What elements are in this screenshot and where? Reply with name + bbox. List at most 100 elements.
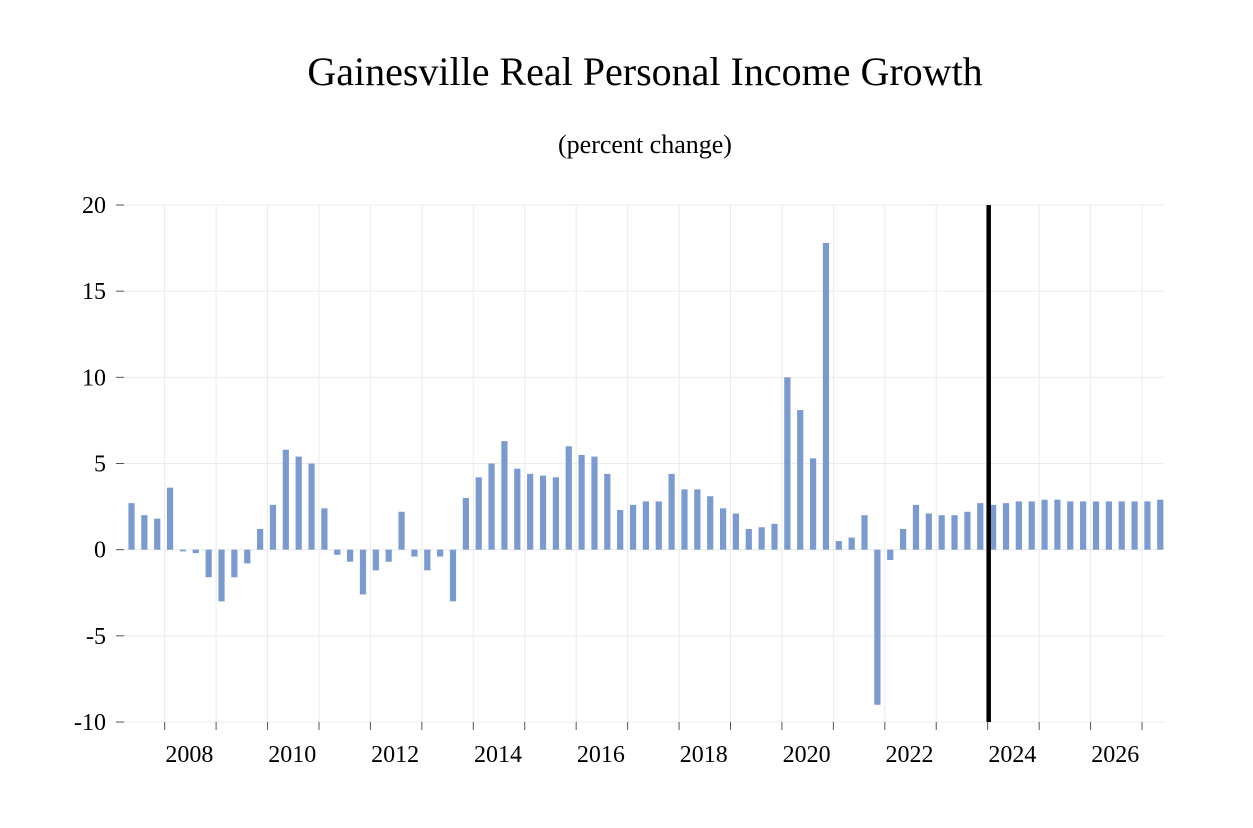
bar-2010Q3 xyxy=(295,456,302,550)
x-tick-label: 2012 xyxy=(371,742,419,768)
bar-2011Q1 xyxy=(321,508,328,550)
bar-2013Q2 xyxy=(437,549,444,557)
bar-2017Q2 xyxy=(642,501,649,550)
bar-series xyxy=(128,242,1164,705)
bar-2015Q2 xyxy=(539,475,547,550)
y-tick-label: 10 xyxy=(82,365,106,391)
bar-2018Q2 xyxy=(694,489,701,550)
bar-2022Q2 xyxy=(900,528,907,550)
tick-labels: 20 15 10 5 0 -5 -10 2008 2010 2012 2014 2016 2018 202… xyxy=(74,193,1139,768)
bar-2007Q2 xyxy=(128,503,135,550)
bar-2021Q3 xyxy=(861,515,868,550)
x-tick-label: 2020 xyxy=(783,742,831,768)
bar-2024Q3 xyxy=(1015,501,1022,550)
bar-2013Q3 xyxy=(449,549,457,602)
bar-2026Q3 xyxy=(1118,501,1125,550)
bar-2019Q2 xyxy=(745,528,752,550)
bar-2019Q4 xyxy=(771,523,778,550)
y-tick-label: 20 xyxy=(82,193,106,219)
bar-2026Q1 xyxy=(1092,501,1100,550)
bar-2017Q1 xyxy=(629,504,637,550)
bar-2018Q3 xyxy=(707,496,714,550)
bar-2016Q1 xyxy=(578,454,585,550)
y-tick-label: 15 xyxy=(82,279,106,305)
bar-2007Q3 xyxy=(141,515,148,550)
x-tick-label: 2022 xyxy=(886,742,934,768)
bar-2015Q4 xyxy=(565,446,572,550)
bar-2009Q3 xyxy=(244,549,251,564)
bar-2013Q1 xyxy=(424,549,431,571)
bar-2016Q2 xyxy=(591,456,598,550)
bar-2027Q2 xyxy=(1157,499,1164,550)
bar-2016Q4 xyxy=(617,510,624,550)
chart-subtitle: (percent change) xyxy=(558,130,732,159)
bar-2017Q4 xyxy=(668,473,675,550)
bar-2010Q2 xyxy=(282,449,289,550)
bar-2007Q4 xyxy=(154,518,161,550)
x-tick-label: 2014 xyxy=(474,742,522,768)
chart-title: Gainesville Real Personal Income Growth xyxy=(307,49,983,94)
bar-2022Q4 xyxy=(925,513,932,550)
bar-2020Q2 xyxy=(797,410,804,550)
bar-2025Q1 xyxy=(1041,499,1048,550)
bar-2012Q1 xyxy=(372,549,379,571)
y-tick-label: -10 xyxy=(74,710,106,736)
bar-2019Q3 xyxy=(758,527,765,550)
bar-2009Q1 xyxy=(218,549,225,602)
bar-2014Q2 xyxy=(488,463,495,550)
bar-2024Q4 xyxy=(1028,501,1035,550)
gridlines xyxy=(124,204,1164,723)
bar-2008Q4 xyxy=(205,549,212,578)
bar-2027Q1 xyxy=(1144,501,1151,550)
bar-2014Q3 xyxy=(501,441,508,550)
bar-2008Q1 xyxy=(166,487,174,550)
bar-2023Q3 xyxy=(964,511,971,550)
bar-2014Q1 xyxy=(475,477,482,550)
bar-2018Q4 xyxy=(719,508,727,550)
bar-2013Q4 xyxy=(462,497,469,550)
bar-2010Q1 xyxy=(269,504,277,550)
bar-2025Q4 xyxy=(1080,501,1087,550)
bar-2022Q3 xyxy=(912,504,920,550)
bar-2009Q4 xyxy=(257,528,264,550)
bar-2021Q4 xyxy=(874,549,881,705)
bar-2023Q1 xyxy=(938,515,945,550)
bar-2020Q3 xyxy=(809,458,817,550)
bar-2026Q4 xyxy=(1131,501,1138,550)
bar-2021Q1 xyxy=(835,541,842,550)
bar-2023Q4 xyxy=(977,503,984,550)
y-tick-label: -5 xyxy=(86,624,106,650)
bar-2011Q2 xyxy=(334,549,341,555)
bar-2020Q1 xyxy=(784,377,791,550)
bar-2008Q2 xyxy=(179,549,187,552)
x-tick-label: 2016 xyxy=(577,742,625,768)
bar-2024Q2 xyxy=(1002,503,1010,550)
bar-2008Q3 xyxy=(192,549,199,554)
bar-2012Q2 xyxy=(385,549,392,562)
bar-2019Q1 xyxy=(732,513,740,550)
x-tick-label: 2010 xyxy=(268,742,316,768)
bar-2023Q2 xyxy=(951,515,958,550)
axes xyxy=(116,204,1143,730)
bar-2026Q2 xyxy=(1105,501,1112,550)
bar-2017Q3 xyxy=(655,501,662,550)
bar-2020Q4 xyxy=(822,242,830,550)
bar-2018Q1 xyxy=(681,489,688,550)
bar-2009Q2 xyxy=(231,549,238,578)
bar-2025Q3 xyxy=(1067,501,1074,550)
bar-2011Q4 xyxy=(359,549,367,595)
bar-2010Q4 xyxy=(308,463,315,550)
bar-2025Q2 xyxy=(1054,499,1061,550)
bar-2015Q3 xyxy=(552,477,559,550)
bar-2022Q1 xyxy=(887,549,894,561)
x-tick-label: 2018 xyxy=(680,742,728,768)
y-tick-label: 5 xyxy=(94,452,106,478)
bar-2021Q2 xyxy=(848,537,855,550)
bar-2024Q1 xyxy=(990,504,997,550)
bar-2011Q3 xyxy=(347,549,354,562)
bar-2015Q1 xyxy=(527,473,534,550)
bar-2014Q4 xyxy=(514,468,521,550)
x-tick-label: 2024 xyxy=(988,742,1036,768)
bar-2012Q4 xyxy=(411,549,418,557)
